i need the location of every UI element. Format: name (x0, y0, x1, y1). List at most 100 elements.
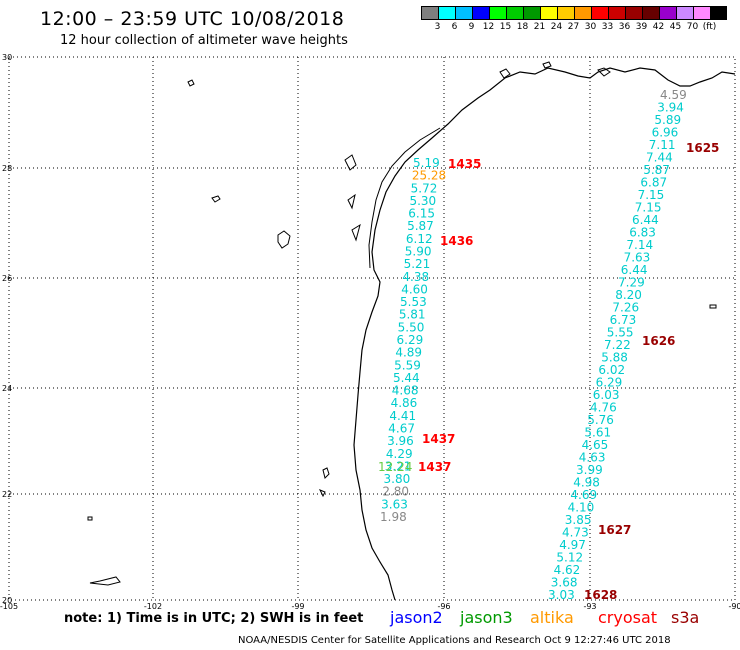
west-track-value: 5.44 (393, 371, 420, 385)
y-tick-label: 26 (2, 274, 12, 283)
scale-label: 24 (550, 22, 563, 32)
east-track-value: 4.69 (570, 488, 597, 502)
pass-label-1437-b: 1437 (418, 460, 451, 474)
scale-label: 9 (468, 22, 475, 32)
scale-swatch (489, 6, 506, 20)
east-track-value: 6.02 (598, 363, 625, 377)
west-track-value: 4.41 (389, 409, 416, 423)
scale-swatch (506, 6, 523, 20)
pass-label-1626: 1626 (642, 334, 675, 348)
x-tick-label: -105 (0, 602, 18, 611)
east-track-value: 7.14 (626, 238, 653, 252)
east-track-value: 7.22 (604, 338, 631, 352)
west-track-value: 5.53 (400, 295, 427, 309)
scale-swatch (574, 6, 591, 20)
east-track-value: 7.63 (624, 251, 651, 265)
scale-swatch (455, 6, 472, 20)
footer-note: note: 1) Time is in UTC; 2) SWH is in fe… (64, 611, 364, 626)
west-track-value: 3.63 (381, 497, 408, 511)
east-track-value: 3.68 (551, 576, 578, 590)
east-track-value: 6.44 (621, 263, 648, 277)
west-track-value: 3.96 (387, 434, 414, 448)
east-track-value: 7.26 (612, 301, 639, 315)
scale-swatch (710, 6, 727, 20)
west-track-value: 4.60 (401, 282, 428, 296)
scale-label: 45 (669, 22, 682, 32)
east-track-value: 5.55 (607, 326, 634, 340)
east-track-value: 4.59 (660, 88, 687, 102)
west-track-value: 5.87 (407, 219, 434, 233)
pass-label-1435: 1435 (448, 157, 481, 171)
pass-label-1437-a: 1437 (422, 432, 455, 446)
scale-label: 39 (635, 22, 648, 32)
west-track-value: 1.98 (380, 510, 407, 524)
color-scale-labels: 3 6 9 12 15 18 21 24 27 30 33 36 39 42 45 70 (ft) (421, 22, 740, 34)
east-track-value: 7.15 (638, 188, 665, 202)
west-track-value: 5.90 (405, 245, 432, 259)
pass-label-1628: 1628 (584, 588, 617, 602)
y-tick-label: 22 (2, 490, 12, 499)
scale-swatch (421, 6, 438, 20)
y-tick-label: 20 (2, 596, 12, 605)
east-track-value: 4.76 (590, 401, 617, 415)
legend-cryosat: cryosat (598, 608, 658, 627)
west-track-value: 4.67 (388, 422, 415, 436)
scale-swatch (659, 6, 676, 20)
west-track-value: 6.15 (408, 207, 435, 221)
scale-swatch (557, 6, 574, 20)
legend-jason3: jason3 (460, 608, 513, 627)
east-track-value: 5.88 (601, 351, 628, 365)
east-track-value: 7.11 (649, 138, 676, 152)
y-tick-label: 28 (2, 164, 12, 173)
scale-label: 6 (451, 22, 458, 32)
east-track-value: 6.03 (593, 388, 620, 402)
scale-label: 15 (499, 22, 512, 32)
x-tick-label: -90 (728, 602, 740, 611)
scale-swatch (642, 6, 659, 20)
pass-label-1625: 1625 (686, 141, 719, 155)
east-track-value: 6.73 (610, 313, 637, 327)
west-track-value: 4.38 (402, 270, 429, 284)
west-track-value: 5.72 (411, 181, 438, 195)
legend-jason2: jason2 (390, 608, 443, 627)
scale-swatch (438, 6, 455, 20)
y-tick-label: 30 (2, 53, 12, 62)
credit-line: NOAA/NESDIS Center for Satellite Applica… (238, 635, 671, 646)
east-track-value: 5.61 (584, 426, 611, 440)
east-track-value: 5.12 (556, 551, 583, 565)
scale-label: 33 (601, 22, 614, 32)
west-track-value: 3.21 (385, 459, 412, 473)
scale-swatch (591, 6, 608, 20)
west-track-value: 5.30 (409, 194, 436, 208)
east-track-value: 8.20 (615, 288, 642, 302)
east-track-value: 4.10 (568, 501, 595, 515)
east-track-value: 4.63 (579, 451, 606, 465)
east-track-value: 4.98 (573, 476, 600, 490)
east-track-value: 6.87 (640, 176, 667, 190)
scale-label: 18 (516, 22, 529, 32)
inland-features (87, 61, 717, 586)
east-track-value: 7.44 (646, 151, 673, 165)
map-title: 12:00 – 23:59 UTC 10/08/2018 (40, 8, 345, 30)
map-subtitle: 12 hour collection of altimeter wave hei… (60, 33, 348, 48)
west-track-value: 2.80 (382, 485, 409, 499)
east-track-value: 7.15 (635, 201, 662, 215)
scale-swatch (523, 6, 540, 20)
x-tick-label: -99 (291, 602, 304, 611)
coastline (353, 67, 736, 601)
east-track-value: 5.87 (643, 163, 670, 177)
east-track-value: 5.89 (654, 113, 681, 127)
scale-label: 3 (434, 22, 441, 32)
east-track-value: 4.73 (562, 526, 589, 540)
east-track-value: 7.29 (618, 276, 645, 290)
barrier-island (368, 127, 441, 269)
west-track-value: 4.29 (386, 447, 413, 461)
pass-label-1627: 1627 (598, 523, 631, 537)
east-track-value: 4.97 (559, 538, 586, 552)
scale-swatch (625, 6, 642, 20)
scale-swatch (693, 6, 710, 20)
west-track-value: 4.86 (391, 396, 418, 410)
scale-label: 42 (652, 22, 665, 32)
east-track-value: 3.85 (565, 513, 592, 527)
